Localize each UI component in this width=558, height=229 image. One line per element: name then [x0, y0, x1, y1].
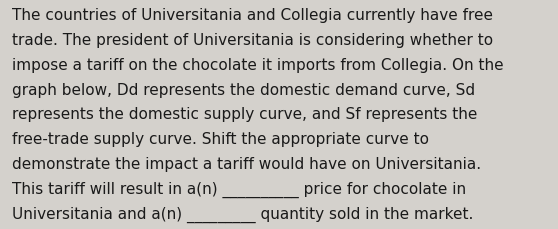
Text: free-trade supply curve. Shift the appropriate curve to: free-trade supply curve. Shift the appro… [12, 132, 429, 147]
Text: trade. The president of Universitania is considering whether to: trade. The president of Universitania is… [12, 33, 493, 48]
Text: This tariff will result in a(n) __________ price for chocolate in: This tariff will result in a(n) ________… [12, 181, 466, 197]
Text: represents the domestic supply curve, and Sf represents the: represents the domestic supply curve, an… [12, 107, 478, 122]
Text: graph below, Dd represents the domestic demand curve, Sd: graph below, Dd represents the domestic … [12, 82, 475, 97]
Text: Universitania and a(n) _________ quantity sold in the market.: Universitania and a(n) _________ quantit… [12, 206, 474, 222]
Text: The countries of Universitania and Collegia currently have free: The countries of Universitania and Colle… [12, 8, 493, 23]
Text: demonstrate the impact a tariff would have on Universitania.: demonstrate the impact a tariff would ha… [12, 156, 482, 171]
Text: impose a tariff on the chocolate it imports from Collegia. On the: impose a tariff on the chocolate it impo… [12, 57, 504, 72]
